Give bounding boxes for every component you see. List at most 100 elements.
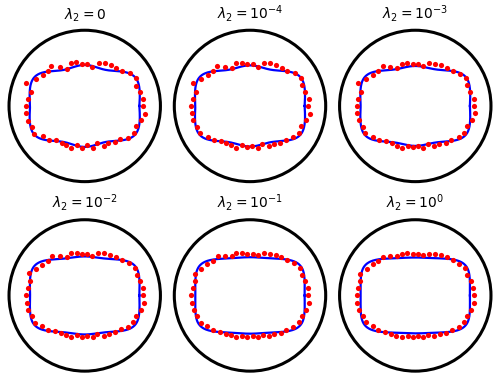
Point [100,333,108,339]
Point [210,137,218,143]
Point [368,323,376,330]
Point [118,257,126,263]
Point [254,334,262,340]
Point [387,331,395,337]
Point [191,278,199,285]
Point [38,261,46,268]
Point [88,334,96,340]
Point [106,62,114,68]
Point [414,333,422,339]
Point [44,327,52,333]
Point [238,142,246,149]
Point [136,278,144,285]
Point [353,299,361,306]
Point [294,319,302,325]
Title: $\lambda_2=0$: $\lambda_2=0$ [64,7,106,24]
Point [270,331,278,337]
Point [244,251,252,257]
Point [24,270,32,276]
Point [258,140,266,147]
Point [126,70,134,76]
Point [260,60,268,66]
Point [139,285,147,291]
Point [265,333,273,339]
Point [266,60,274,67]
Point [460,319,468,325]
Point [204,323,212,329]
Point [353,110,361,116]
Point [94,250,102,256]
Point [248,61,256,67]
Point [78,61,86,67]
Point [24,285,32,291]
Point [88,145,96,151]
Point [74,142,82,148]
Point [354,80,362,87]
Point [22,80,30,86]
Point [430,333,438,339]
Point [382,138,390,144]
Point [470,300,478,306]
Point [221,253,229,259]
Point [386,64,394,70]
Point [83,142,91,148]
Point [398,145,406,151]
Point [419,334,427,340]
Point [44,258,52,264]
Point [393,253,401,259]
Point [260,250,268,256]
Point [125,260,133,266]
Point [104,140,112,146]
Point [189,96,197,102]
Point [238,60,246,66]
Point [468,307,475,313]
Point [461,265,469,271]
Point [379,254,387,260]
Point [436,331,444,337]
Point [244,334,252,340]
Point [398,60,406,67]
Point [188,292,196,299]
Point [254,145,262,151]
Point [305,300,313,306]
Point [301,89,309,95]
Point [437,62,445,69]
Point [392,332,400,339]
Point [454,134,462,141]
Point [302,307,310,313]
Point [254,252,262,258]
Point [431,251,439,257]
Point [424,332,432,338]
Point [378,63,386,69]
Point [93,331,101,337]
Point [132,74,140,81]
Point [24,307,32,313]
Point [196,319,204,326]
Point [442,140,450,146]
Point [188,110,196,116]
Point [304,103,312,109]
Point [38,323,46,329]
Point [258,331,266,338]
Point [462,75,470,81]
Point [424,141,432,147]
Point [222,140,230,146]
Point [194,123,202,130]
Point [62,142,70,148]
Point [22,110,30,116]
Point [463,82,471,89]
Point [468,117,475,123]
Point [78,250,86,257]
Point [105,330,113,337]
Point [420,145,428,151]
Point [22,292,30,299]
Point [408,334,416,340]
Point [375,137,383,143]
Point [404,333,411,339]
Point [368,261,376,267]
Point [354,285,362,291]
Point [141,111,149,117]
Point [73,332,81,338]
Point [266,250,274,257]
Point [28,123,36,130]
